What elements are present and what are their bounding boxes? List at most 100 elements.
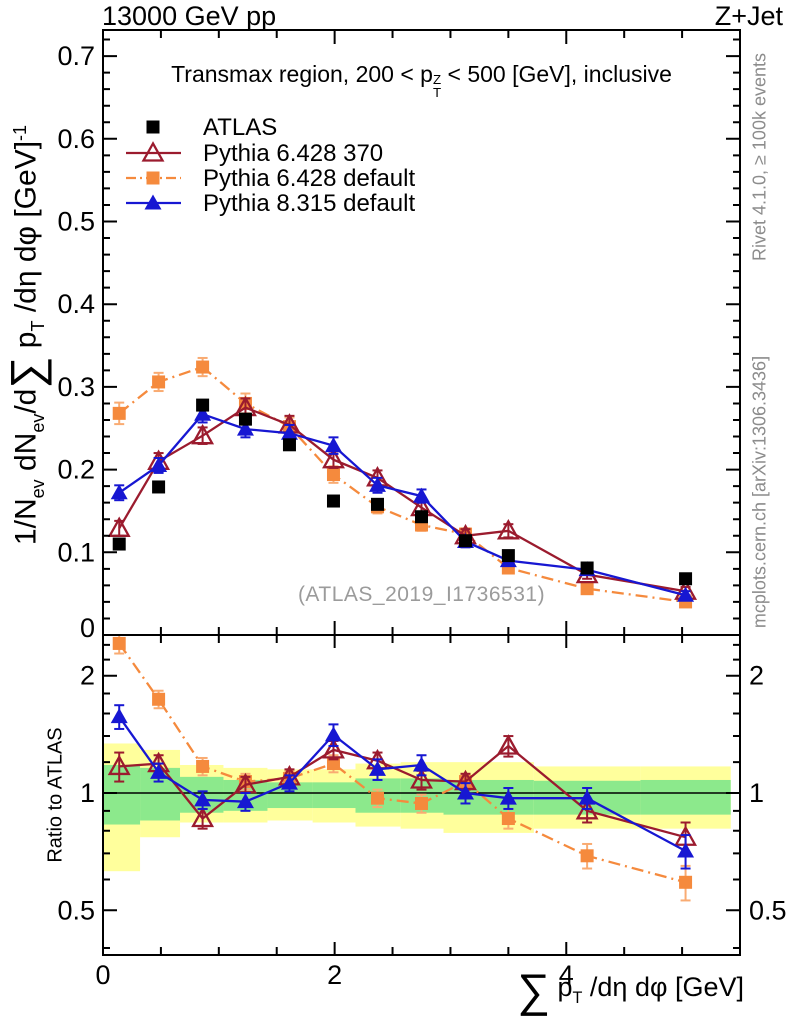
- green-band-segment: [640, 779, 731, 815]
- main-y-tick-label: 0.2: [57, 455, 95, 485]
- sup-part: Z: [432, 72, 442, 87]
- main-y-axis-label: 1/Nev dNev/d∑ pT /dη dφ [GeV]-1: [1, 125, 53, 545]
- main-pythia-6-428-370-line: [118, 406, 686, 593]
- main-atlas-marker: [370, 497, 384, 511]
- main-pythia-6-428-370-marker: [322, 447, 345, 469]
- main-y-tick-label: 0.5: [57, 207, 95, 237]
- process-label: Z+Jet: [714, 1, 783, 31]
- main-atlas-marker: [238, 412, 252, 426]
- main-atlas-marker: [501, 549, 515, 563]
- ratio-pythia-6-428-default-marker: [196, 759, 210, 773]
- ratio-pythia-6-428-default-marker: [370, 791, 384, 805]
- ratio-y-tick-label-right: 2: [749, 661, 764, 691]
- green-band-segment: [312, 782, 356, 809]
- main-y-tick-label: 0: [80, 613, 95, 643]
- main-atlas-series: [112, 398, 693, 586]
- ratio-pythia-6-428-default-marker: [112, 636, 126, 650]
- main-axis-ticks: [102, 30, 741, 636]
- ratio-pythia-6-428-370-marker: [107, 754, 131, 776]
- main-pythia-6-428-default-marker: [326, 468, 340, 482]
- main-pythia-6-428-370-series: [107, 395, 698, 600]
- main-y-tick-label: 0.6: [57, 124, 95, 154]
- main-pythia-6-428-default-marker: [580, 582, 594, 596]
- main-atlas-marker: [415, 510, 428, 524]
- main-y-tick-label: 0.4: [57, 289, 95, 319]
- label-segment: ev: [27, 479, 48, 499]
- main-pythia-6-428-370-marker: [496, 518, 520, 540]
- legend-marker-filled-square: [146, 120, 160, 134]
- ratio-pythia-8-315-default-marker: [110, 708, 128, 724]
- ratio-pythia-8-315-default-marker: [194, 791, 212, 807]
- main-y-tick-label: 0.1: [57, 537, 95, 567]
- legend-label: Pythia 8.315 default: [203, 190, 415, 217]
- main-atlas-marker: [326, 494, 340, 508]
- label-segment: /dη dφ [GeV]: [582, 971, 744, 1002]
- main-pythia-6-428-default-marker: [152, 375, 166, 389]
- ratio-y-tick-label-left: 0.5: [57, 895, 95, 925]
- ratio-pythia-6-428-default-marker: [580, 849, 594, 863]
- x-tick-label: 0: [95, 960, 110, 990]
- main-atlas-marker: [580, 561, 594, 575]
- ratio-pythia-6-428-370-marker: [410, 768, 433, 789]
- ratio-pythia-8-315-default-line: [118, 716, 687, 853]
- main-pythia-6-428-370-marker: [107, 516, 131, 537]
- ratio-panel-frame: [102, 634, 741, 956]
- label-segment: ∑: [517, 964, 550, 1016]
- beam-energy-label: 13000 GeV pp: [102, 1, 277, 31]
- main-atlas-marker: [152, 480, 166, 494]
- label-segment: 1/N: [9, 498, 43, 546]
- ratio-pythia-6-428-370-marker: [322, 738, 345, 759]
- ratio-pythia-6-428-default-marker: [152, 692, 166, 706]
- main-y-tick-label: 0.7: [57, 41, 95, 71]
- ratio-pythia-6-428-default-marker: [415, 796, 428, 810]
- main-atlas-marker: [459, 534, 473, 548]
- mcplots-reference-note: mcplots.cern.ch [arXiv:1306.3436]: [749, 355, 770, 629]
- main-panel-frame: [102, 29, 741, 636]
- ratio-pythia-8-315-default-marker: [413, 756, 430, 772]
- legend-marker-filled-square: [146, 171, 160, 185]
- x-tick-label: 4: [559, 960, 574, 990]
- main-atlas-marker: [112, 537, 126, 551]
- sub-part: T: [432, 84, 442, 100]
- main-pythia-6-428-default-line: [118, 365, 686, 604]
- label-segment: /dη dφ [GeV]: [9, 140, 43, 321]
- ratio-pythia-6-428-default-line: [118, 642, 686, 884]
- main-atlas-marker: [196, 398, 210, 412]
- ratio-pythia-6-428-370-marker: [191, 806, 215, 828]
- ratio-y-tick-label-left: 2: [80, 661, 95, 691]
- x-tick-label: 2: [327, 960, 342, 990]
- ratio-pythia-8-315-default-marker: [457, 784, 475, 800]
- ratio-pythia-8-315-default-marker: [677, 842, 695, 858]
- main-pythia-8-315-default-line: [118, 412, 686, 597]
- rivet-version-note: Rivet 4.1.0, ≥ 100k events: [749, 53, 770, 261]
- ratio-pythia-8-315-default-marker: [236, 793, 254, 809]
- main-y-tick-label: 0.3: [57, 372, 95, 402]
- main-pythia-6-428-370-marker: [191, 423, 215, 445]
- main-pythia-8-315-default-marker: [194, 405, 212, 421]
- ratio-y-tick-label-right: 0.5: [749, 895, 786, 925]
- main-atlas-marker: [679, 572, 693, 586]
- label-segment: T: [27, 320, 48, 332]
- ratio-pythia-6-428-370-line: [119, 744, 686, 839]
- legend-label: Pythia 6.428 370: [203, 140, 383, 167]
- label-segment: T: [572, 989, 583, 1008]
- label-segment: ev: [27, 413, 48, 433]
- label-segment: -1: [9, 124, 30, 141]
- ratio-pythia-8-315-default-marker: [499, 789, 517, 805]
- label-segment: p: [9, 331, 43, 357]
- ratio-pythia-8-315-default-marker: [578, 789, 596, 805]
- main-pythia-8-315-default-marker: [280, 424, 298, 440]
- ratio-pythia-8-315-default-marker: [324, 726, 342, 742]
- ratio-y-axis-label: Ratio to ATLAS: [44, 727, 67, 863]
- legend-label: ATLAS: [203, 114, 277, 141]
- ratio-pythia-6-428-default-marker: [501, 812, 515, 826]
- legend-label: Pythia 6.428 default: [203, 165, 415, 192]
- legend-marker-open-triangle: [141, 141, 165, 162]
- x-axis-label: ∑ pT /dη dφ [GeV]: [517, 963, 744, 1017]
- main-pythia-6-428-default-marker: [112, 406, 126, 420]
